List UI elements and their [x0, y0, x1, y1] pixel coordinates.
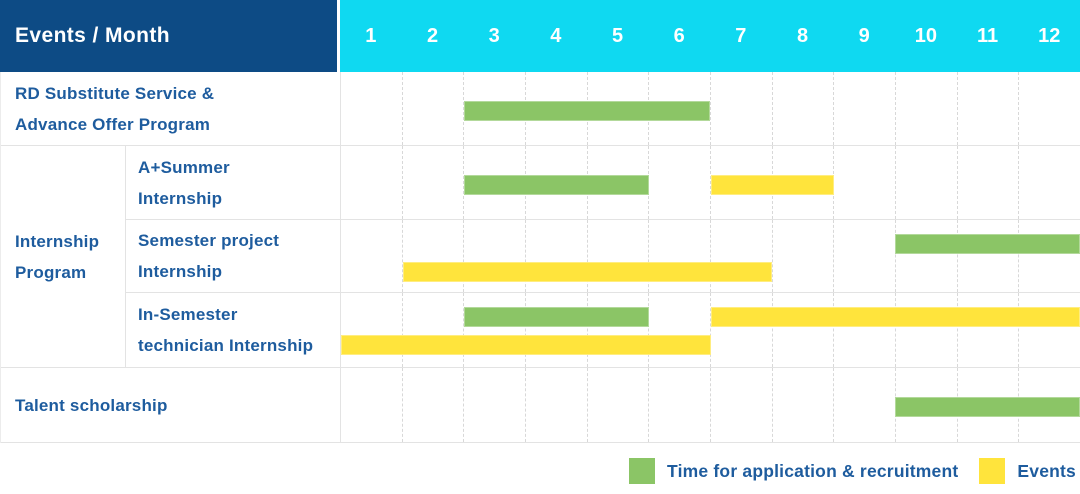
application-bar — [895, 234, 1080, 254]
month-cell — [401, 146, 464, 219]
chart-row — [341, 146, 1080, 220]
month-cell — [1018, 293, 1080, 367]
month-header-3: 3 — [488, 24, 500, 47]
month-header-5: 5 — [611, 24, 624, 47]
month-cell — [341, 146, 402, 219]
legend-label: Events — [1017, 460, 1076, 481]
month-cell — [648, 293, 710, 367]
event-bar — [710, 175, 834, 195]
legend-item-application: Time for application & recruitment — [629, 458, 958, 484]
month-header-6: 6 — [673, 24, 685, 47]
month-cell — [341, 293, 402, 367]
month-cell — [833, 72, 895, 145]
month-header-11: 11 — [976, 24, 999, 47]
row-label: Semester project Internship — [126, 220, 341, 293]
legend: Time for application & recruitment Events — [629, 458, 1076, 484]
application-bar — [464, 175, 649, 195]
event-bar — [710, 307, 1080, 327]
month-cell — [956, 220, 1019, 292]
header-row: Events / Month 1 2 3 4 5 6 7 8 9 10 11 12 — [0, 0, 1080, 72]
month-cell — [1018, 146, 1080, 219]
month-header-8: 8 — [796, 24, 809, 47]
month-cell — [771, 220, 834, 292]
month-cell — [401, 293, 464, 367]
month-cell — [463, 220, 525, 292]
month-cell — [833, 368, 895, 442]
month-cell — [401, 220, 464, 292]
month-header-7: 7 — [735, 24, 747, 47]
month-cell — [771, 72, 834, 145]
month-cell — [956, 146, 1019, 219]
row-label: RD Substitute Service & Advance Offer Pr… — [1, 72, 341, 146]
row-label: Talent scholarship — [1, 368, 341, 443]
chart-row — [341, 293, 1080, 368]
month-cell — [341, 368, 402, 442]
month-cell — [463, 146, 525, 219]
month-cell — [525, 220, 587, 292]
event-swatch-icon — [979, 458, 1006, 484]
month-header-10: 10 — [914, 24, 937, 47]
month-cell — [771, 293, 834, 367]
month-header-2: 2 — [426, 24, 439, 47]
month-cell — [710, 72, 772, 145]
chart-row — [341, 368, 1080, 443]
month-cell — [648, 146, 710, 219]
month-cell — [833, 220, 895, 292]
application-swatch-icon — [629, 458, 656, 484]
month-cell — [1018, 220, 1080, 292]
month-cell — [895, 72, 957, 145]
month-cell — [710, 220, 772, 292]
chart-row — [341, 220, 1080, 293]
month-header-12: 12 — [1038, 24, 1061, 47]
month-cell — [895, 146, 957, 219]
month-cell — [401, 368, 464, 442]
month-cell — [586, 368, 649, 442]
month-cell — [463, 368, 525, 442]
month-cell — [401, 72, 464, 145]
month-cell — [525, 293, 587, 367]
month-cell — [341, 72, 402, 145]
month-cell — [463, 72, 525, 145]
month-cell — [956, 293, 1019, 367]
month-cell — [341, 220, 402, 292]
month-cell — [1018, 72, 1080, 145]
application-bar — [464, 307, 649, 327]
event-bar — [341, 335, 711, 355]
month-cell — [895, 220, 957, 292]
row-label: A+Summer Internship — [126, 146, 341, 220]
group-label: Internship Program — [1, 146, 126, 368]
month-cell — [833, 146, 895, 219]
chart-row — [341, 72, 1080, 146]
month-cell — [648, 368, 710, 442]
month-cell — [648, 220, 710, 292]
schedule-grid: RD Substitute Service & Advance Offer Pr… — [0, 72, 1080, 443]
month-cell — [956, 72, 1019, 145]
legend-label: Time for application & recruitment — [667, 460, 959, 481]
month-cell — [586, 220, 649, 292]
month-cell — [586, 293, 649, 367]
month-cell — [895, 293, 957, 367]
legend-item-event: Events — [979, 458, 1076, 484]
application-bar — [895, 397, 1080, 417]
application-bar — [464, 101, 711, 121]
month-header-1: 1 — [365, 24, 377, 47]
event-bar — [402, 262, 773, 282]
events-month-header: Events / Month — [0, 0, 340, 72]
month-cell — [710, 368, 772, 442]
month-cell — [771, 368, 834, 442]
month-header-strip: 1 2 3 4 5 6 7 8 9 10 11 12 — [340, 0, 1080, 72]
month-header-9: 9 — [858, 24, 870, 47]
row-label: In-Semester technician Internship — [126, 293, 341, 368]
month-header-4: 4 — [550, 24, 562, 47]
month-cell — [463, 293, 525, 367]
month-cell — [710, 293, 772, 367]
month-cell — [525, 368, 587, 442]
month-cell — [833, 293, 895, 367]
